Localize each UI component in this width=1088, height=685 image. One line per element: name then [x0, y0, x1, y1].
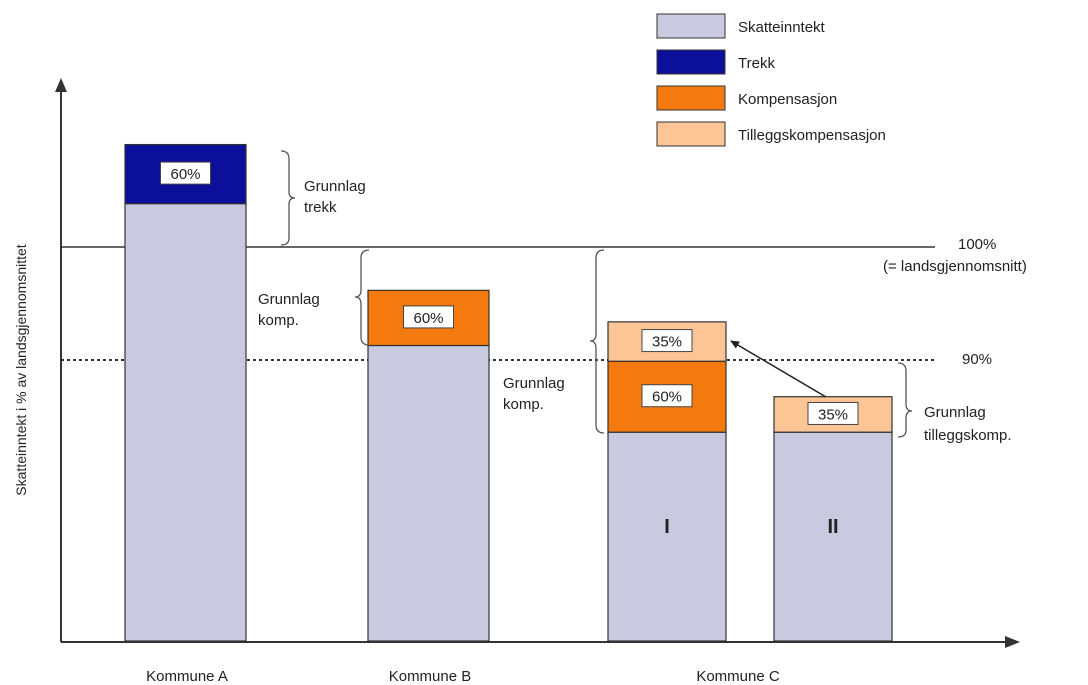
bar-segment-skatteinntekt — [773, 431, 893, 642]
bar-segment-skatteinntekt — [124, 203, 247, 642]
annotation-grunnlag-tilleggskomp-2: tilleggskomp. — [924, 427, 1012, 444]
legend-item-trekk: Trekk — [656, 49, 775, 75]
transfer-arrow — [730, 340, 827, 398]
legend-label: Skatteinntekt — [738, 19, 826, 36]
annotation-grunnlag-komp-b-1: Grunnlag — [258, 291, 320, 308]
bar-segment-skatteinntekt — [607, 431, 727, 642]
data-label-box — [641, 329, 693, 353]
category-label-kommune-c: Kommune C — [696, 668, 780, 685]
data-label-box — [641, 384, 693, 408]
brace-grunnlag-komp-b — [354, 249, 370, 346]
legend-label: Trekk — [738, 55, 775, 72]
y-axis-arrow-icon — [55, 78, 67, 92]
legend-swatch — [656, 49, 726, 75]
bar-kommune-b: 60% — [367, 289, 490, 642]
data-label-box — [160, 161, 211, 185]
legend-swatch — [656, 85, 726, 111]
reference-sublabel-100: (= landsgjennomsnitt) — [883, 258, 1027, 275]
annotation-grunnlag-trekk-2: trekk — [304, 199, 337, 216]
data-label: 35% — [818, 406, 848, 423]
bar-sublabel: I — [664, 516, 670, 538]
reference-label-90: 90% — [962, 351, 992, 368]
legend: Skatteinntekt Trekk Kompensasjon Tilleggsko… — [656, 13, 886, 147]
legend-swatch — [656, 13, 726, 39]
bar-kommune-c-i: 60% 35% I — [607, 321, 727, 642]
x-axis-arrow-icon — [1005, 636, 1020, 648]
bar-kommune-a: 60% — [124, 143, 247, 642]
brace-grunnlag-trekk — [280, 150, 296, 246]
legend-label: Kompensasjon — [738, 91, 837, 108]
annotation-grunnlag-tilleggskomp-1: Grunnlag — [924, 404, 986, 421]
category-label-kommune-a: Kommune A — [146, 668, 228, 685]
legend-swatch — [656, 121, 726, 147]
annotation-grunnlag-komp-c-2: komp. — [503, 396, 544, 413]
legend-item-tilleggskompensasjon: Tilleggskompensasjon — [656, 121, 886, 147]
y-axis-label: Skatteinntekt i % av landsgjennomsnittet — [13, 244, 29, 495]
annotation-grunnlag-komp-b-2: komp. — [258, 312, 299, 329]
data-label-box — [807, 401, 859, 425]
legend-item-kompensasjon: Kompensasjon — [656, 85, 837, 111]
bar-segment-skatteinntekt — [367, 344, 490, 642]
brace-grunnlag-komp-c — [589, 249, 605, 434]
legend-label: Tilleggskompensasjon — [738, 127, 886, 144]
data-label: 60% — [413, 310, 443, 327]
category-label-kommune-b: Kommune B — [389, 668, 472, 685]
reference-label-100: 100% — [958, 236, 996, 253]
annotation-grunnlag-komp-c-1: Grunnlag — [503, 375, 565, 392]
data-label: 60% — [170, 166, 200, 183]
brace-grunnlag-tilleggskomp — [897, 362, 913, 438]
legend-item-skatteinntekt: Skatteinntekt — [656, 13, 826, 39]
data-label: 35% — [652, 334, 682, 351]
bar-kommune-c-ii: 35% II — [773, 396, 893, 642]
data-label-box — [403, 305, 454, 329]
bar-sublabel: II — [827, 516, 838, 538]
annotation-grunnlag-trekk-1: Grunnlag — [304, 178, 366, 195]
data-label: 60% — [652, 389, 682, 406]
bars: 60% 60% 60% 35% I 35% II — [124, 143, 893, 642]
